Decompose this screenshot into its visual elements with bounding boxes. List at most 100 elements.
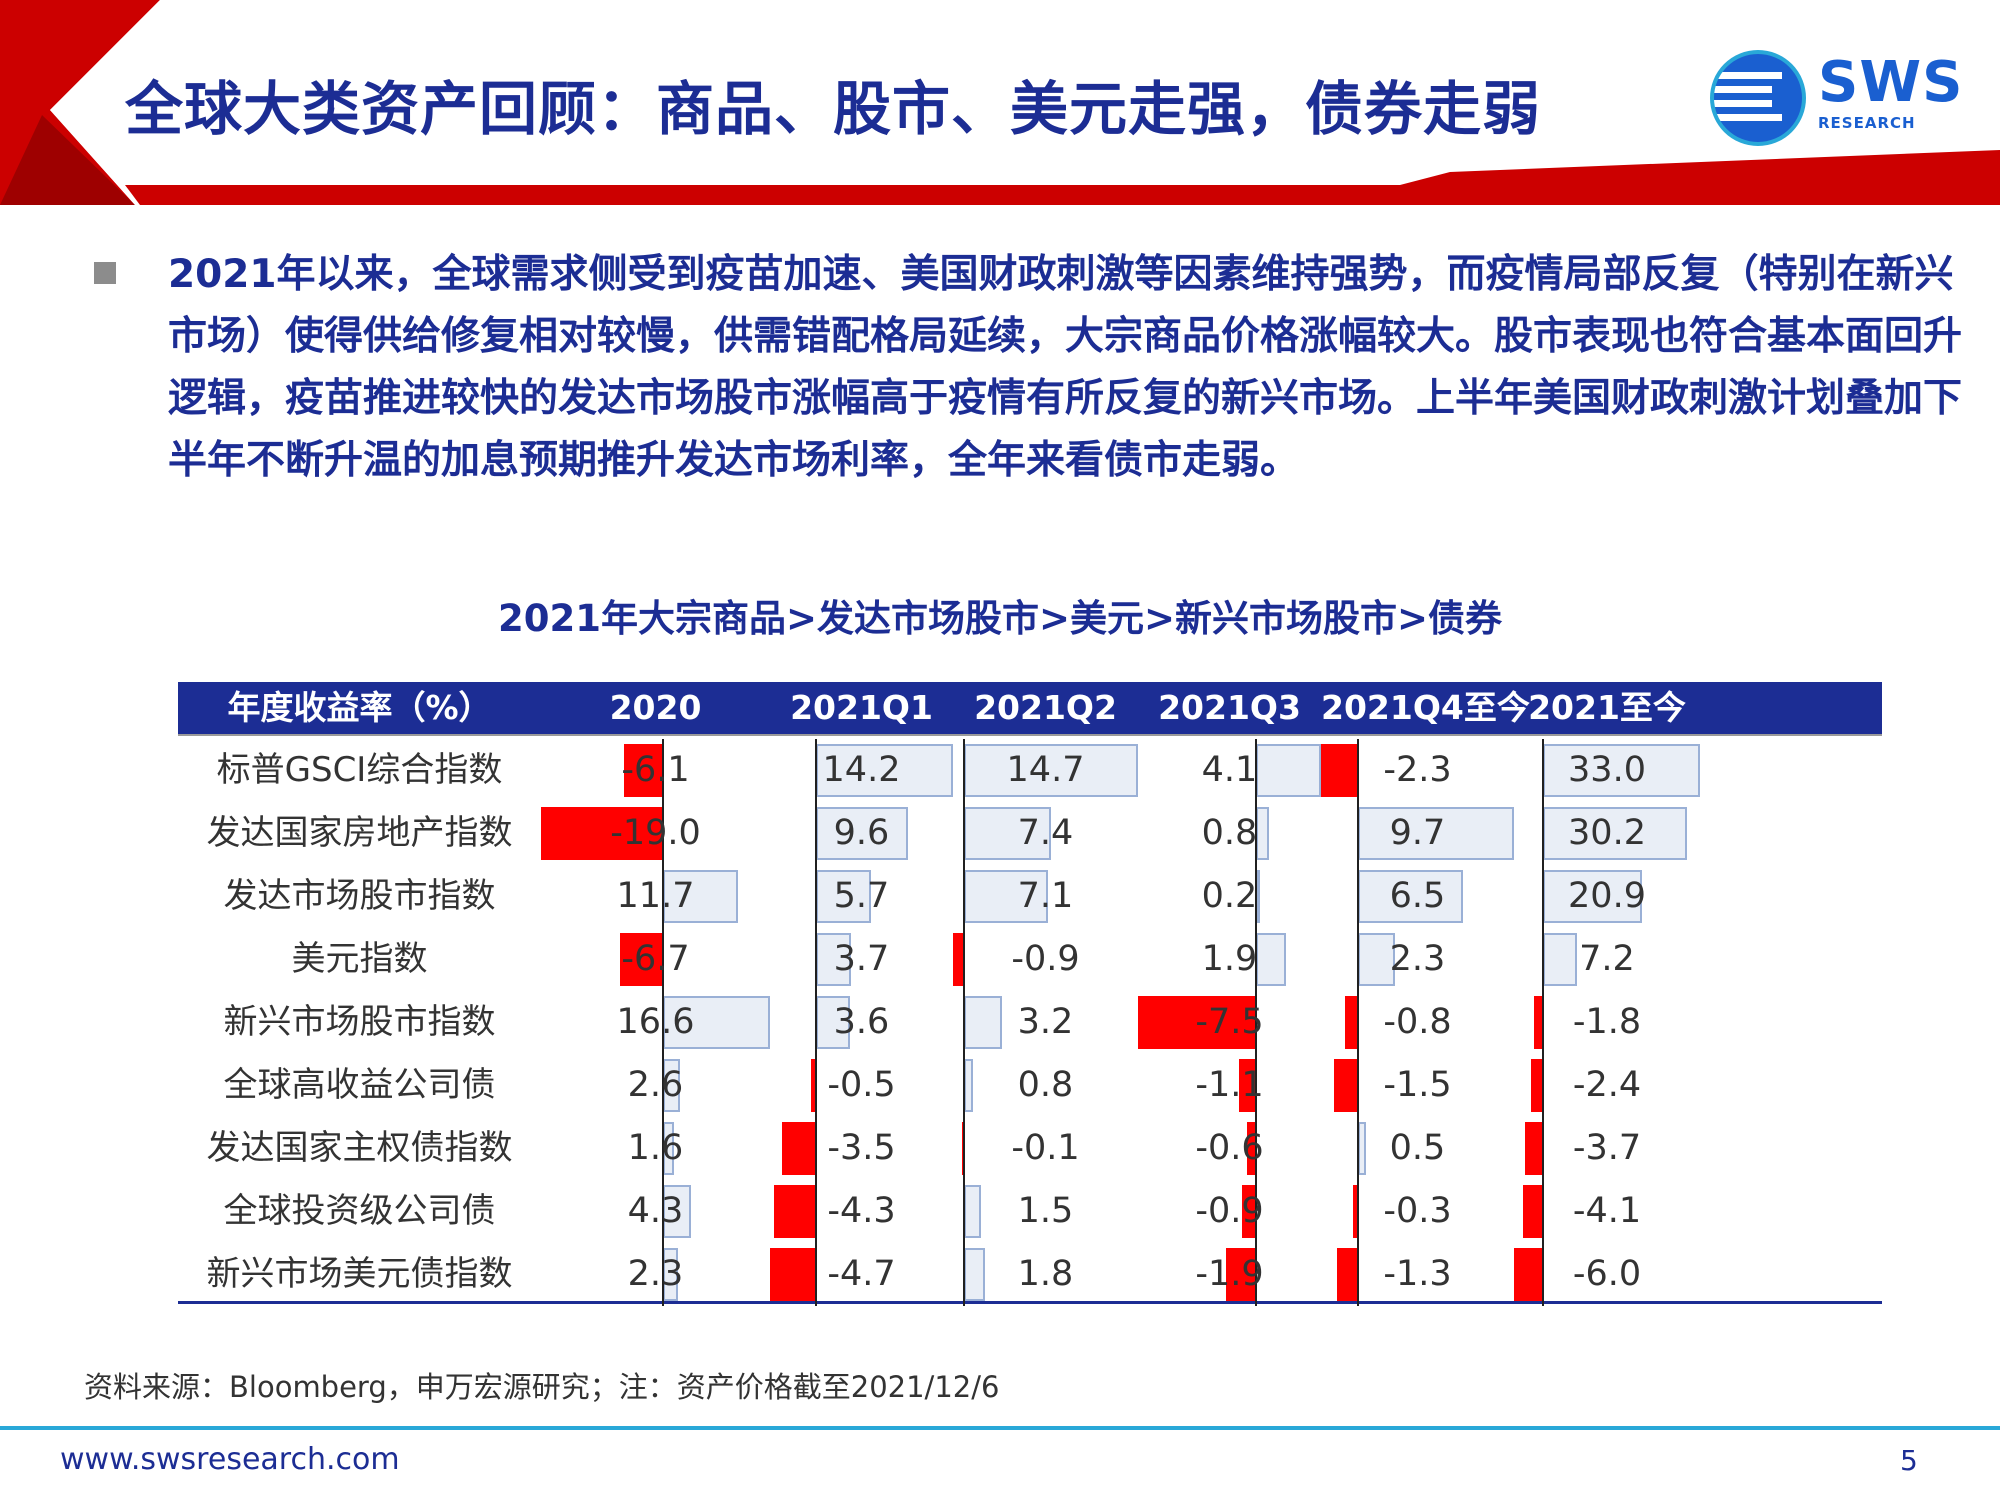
value-label: 7.2 xyxy=(1579,939,1635,979)
page-title: 全球大类资产回顾：商品、股市、美元走强，债券走弱 xyxy=(125,75,1542,143)
header-label: 年度收益率（%） xyxy=(227,688,492,727)
data-cell: 3.7 xyxy=(770,928,953,991)
data-cell: -0.3 xyxy=(1321,1180,1514,1243)
zero-axis xyxy=(1356,928,1359,991)
value-label: 7.4 xyxy=(1017,813,1074,853)
row-label: 美元指数 xyxy=(291,939,428,979)
data-cell: -0.1 xyxy=(953,1117,1138,1180)
value-label: 1.5 xyxy=(1017,1191,1074,1231)
positive-bar xyxy=(663,1185,691,1238)
zero-axis xyxy=(1356,1054,1359,1117)
data-cell: 20.9 xyxy=(1514,865,1700,928)
positive-bar xyxy=(1542,933,1577,986)
data-cell: 14.7 xyxy=(953,739,1138,802)
negative-bar xyxy=(1138,996,1257,1049)
data-cell: -0.9 xyxy=(953,928,1138,991)
value-label: -19.0 xyxy=(610,813,701,853)
row-label: 发达市场股市指数 xyxy=(223,876,496,916)
data-cell: 7.4 xyxy=(953,802,1138,865)
table-row: 发达国家房地产指数 -19.0 9.6 7.4 0.8 9.7 30.2 xyxy=(178,802,1882,865)
footer-url[interactable]: www.swsresearch.com xyxy=(60,1442,400,1477)
positive-bar xyxy=(1357,870,1463,923)
negative-bar xyxy=(1238,1059,1257,1112)
value-label: -0.6 xyxy=(1195,1128,1264,1168)
value-label: -1.9 xyxy=(1195,1254,1264,1294)
table-row: 发达市场股市指数 11.7 5.7 7.1 0.2 6.5 20.9 xyxy=(178,865,1882,928)
zero-axis xyxy=(1356,865,1359,928)
column-header: 2021Q3 xyxy=(1158,688,1301,727)
data-cell: 7.2 xyxy=(1514,928,1700,991)
summary-paragraph: 2021年以来，全球需求侧受到疫苗加速、美国财政刺激等因素维持强势，而疫情局部反… xyxy=(168,252,1963,483)
positive-bar xyxy=(1542,807,1687,860)
data-cell: 4.1 xyxy=(1138,739,1321,802)
positive-bar xyxy=(1256,870,1261,923)
negative-bar xyxy=(773,1185,816,1238)
data-cell: 9.7 xyxy=(1321,802,1514,865)
data-cell: -6.1 xyxy=(541,739,770,802)
zero-axis xyxy=(662,991,665,1054)
zero-axis xyxy=(814,1180,817,1243)
zero-axis xyxy=(1356,1243,1359,1306)
data-cell: -0.8 xyxy=(1321,991,1514,1054)
table-row: 标普GSCI综合指数 -6.1 14.2 14.7 4.1 -2.3 33.0 xyxy=(178,739,1882,802)
zero-axis xyxy=(814,1054,817,1117)
value-label: 7.1 xyxy=(1017,876,1074,916)
negative-bar xyxy=(1337,1248,1358,1301)
value-label: 11.7 xyxy=(616,876,695,916)
data-cell: 3.2 xyxy=(953,991,1138,1054)
value-label: 30.2 xyxy=(1568,813,1646,853)
value-label: 16.6 xyxy=(616,1002,695,1042)
negative-bar xyxy=(1242,1185,1257,1238)
data-cell: 2.3 xyxy=(541,1243,770,1306)
positive-bar xyxy=(815,744,953,797)
data-cell: 11.7 xyxy=(541,865,770,928)
negative-bar xyxy=(1531,1059,1543,1112)
value-label: -4.3 xyxy=(827,1191,896,1231)
value-label: 4.3 xyxy=(627,1191,684,1231)
data-cell: 9.6 xyxy=(770,802,953,865)
value-label: 3.7 xyxy=(833,939,890,979)
negative-bar xyxy=(1246,1122,1257,1175)
value-label: 0.8 xyxy=(1017,1065,1074,1105)
column-header: 2020 xyxy=(609,688,702,727)
value-label: -2.3 xyxy=(1383,750,1452,790)
zero-axis xyxy=(814,1243,817,1306)
value-label: -6.0 xyxy=(1572,1254,1642,1294)
value-label: -4.7 xyxy=(827,1254,896,1294)
value-label: 14.7 xyxy=(1006,750,1085,790)
data-cell: -0.9 xyxy=(1138,1180,1321,1243)
zero-axis xyxy=(1541,1054,1544,1117)
positive-bar xyxy=(963,807,1052,860)
zero-axis xyxy=(662,739,665,802)
row-label: 标普GSCI综合指数 xyxy=(216,750,503,790)
zero-axis xyxy=(1356,991,1359,1054)
value-label: -3.7 xyxy=(1572,1128,1642,1168)
zero-axis xyxy=(1356,1180,1359,1243)
data-cell: -0.6 xyxy=(1138,1117,1321,1180)
zero-axis xyxy=(1356,739,1359,802)
data-cell: -1.1 xyxy=(1138,1054,1321,1117)
zero-axis xyxy=(814,991,817,1054)
zero-axis xyxy=(1255,928,1258,991)
negative-bar xyxy=(770,1248,816,1301)
data-cell: -3.7 xyxy=(1514,1117,1700,1180)
zero-axis xyxy=(1541,1117,1544,1180)
value-label: 2.3 xyxy=(627,1254,684,1294)
table-row: 全球高收益公司债 2.6 -0.5 0.8 -1.1 -1.5 -2.4 xyxy=(178,1054,1882,1117)
zero-axis xyxy=(814,739,817,802)
data-cell: 33.0 xyxy=(1514,739,1700,802)
zero-axis xyxy=(1255,865,1258,928)
positive-bar xyxy=(1256,744,1321,797)
zero-axis xyxy=(662,1180,665,1243)
value-label: -1.8 xyxy=(1572,1002,1642,1042)
zero-axis xyxy=(1541,928,1544,991)
value-label: 14.2 xyxy=(822,750,901,790)
positive-bar xyxy=(963,1059,974,1112)
zero-axis xyxy=(1541,739,1544,802)
zero-axis xyxy=(962,1243,965,1306)
zero-axis xyxy=(662,1243,665,1306)
value-label: 1.9 xyxy=(1201,939,1258,979)
value-label: -1.1 xyxy=(1195,1065,1264,1105)
value-label: -1.5 xyxy=(1383,1065,1452,1105)
value-label: 4.1 xyxy=(1201,750,1258,790)
